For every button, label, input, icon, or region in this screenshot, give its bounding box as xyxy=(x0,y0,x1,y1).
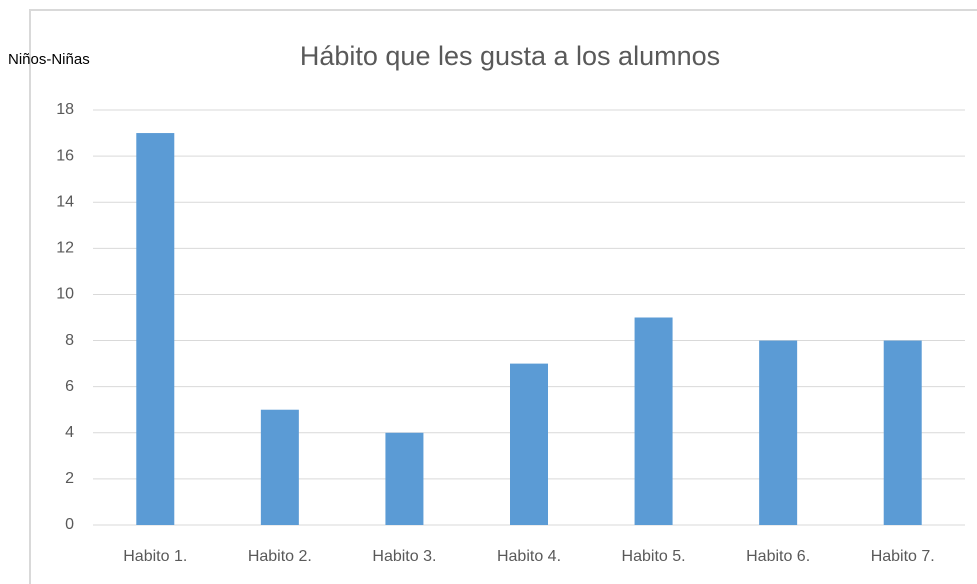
bar xyxy=(260,409,299,525)
y-tick-label: 8 xyxy=(65,332,74,349)
x-tick-label: Habito 5. xyxy=(622,548,686,565)
chart-frame xyxy=(29,9,977,584)
y-tick-label: 6 xyxy=(65,378,74,395)
x-tick-label: Habito 2. xyxy=(248,548,312,565)
y-tick-label: 16 xyxy=(56,147,74,164)
y-tick-label: 0 xyxy=(65,516,74,533)
bar xyxy=(385,432,424,525)
x-tick-label: Habito 3. xyxy=(372,548,436,565)
bar xyxy=(759,340,798,525)
x-tick-label: Habito 4. xyxy=(497,548,561,565)
y-axis-label: Niños-Niñas xyxy=(8,51,90,68)
y-tick-label: 14 xyxy=(56,193,74,210)
y-tick-label: 10 xyxy=(56,286,74,303)
bar xyxy=(634,317,673,525)
y-tick-label: 4 xyxy=(65,424,74,441)
y-tick-label: 2 xyxy=(65,470,74,487)
bar xyxy=(136,133,175,526)
bar xyxy=(883,340,922,525)
y-tick-label: 18 xyxy=(56,101,74,118)
bar xyxy=(510,363,548,525)
x-tick-label: Habito 1. xyxy=(123,548,187,565)
y-tick-label: 12 xyxy=(56,240,74,257)
x-tick-label: Habito 7. xyxy=(871,548,935,565)
chart-title: Hábito que les gusta a los alumnos xyxy=(300,41,720,71)
x-tick-label: Habito 6. xyxy=(746,548,810,565)
